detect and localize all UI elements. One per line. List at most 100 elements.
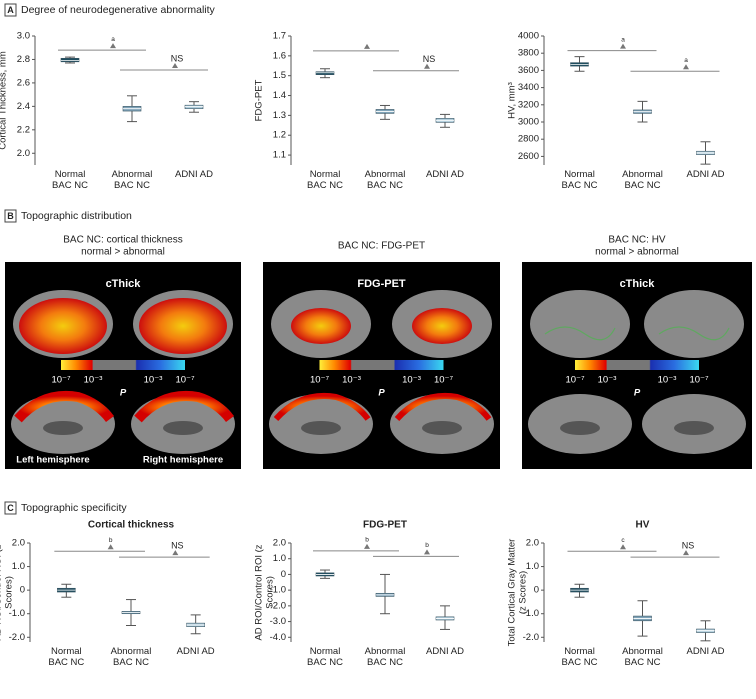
- x-tick-label-box: ADNI AD: [686, 169, 724, 180]
- y-tick-label: 0: [534, 585, 539, 596]
- box: [184, 104, 204, 110]
- y-axis-label: Cortical Thickness, mm: [0, 51, 8, 150]
- y-tick-label: 2.0: [12, 538, 25, 549]
- hemisphere-label: Right hemisphere: [143, 455, 223, 466]
- y-tick-label: -2.0: [270, 600, 286, 611]
- section-badge: [4, 209, 17, 223]
- x-tick-label-box: Abnormal BAC NC: [364, 169, 406, 191]
- map-label: cThick: [106, 278, 142, 290]
- y-tick-label: 3.0: [17, 31, 30, 42]
- section-badge: [4, 501, 17, 515]
- y-tick-label: 3000: [518, 117, 539, 128]
- y-axis-label: HV, mm³: [506, 82, 517, 119]
- significance-label: b: [109, 537, 113, 544]
- y-tick-label: -1.0: [523, 608, 539, 619]
- y-tick-label: -2.0: [523, 632, 539, 643]
- x-tick-label: Abnormal BAC NC: [622, 169, 663, 191]
- corpus-callosum: [674, 421, 714, 435]
- y-tick-label: 2.0: [526, 538, 539, 549]
- significance-marker: [683, 550, 689, 556]
- x-tick-label-box: Abnormal BAC NC: [111, 169, 153, 191]
- x-tick-label-box: Abnormal BAC NC: [622, 169, 663, 191]
- colorbar-label: 10⁻³: [402, 375, 421, 386]
- x-tick-label-box: Normal BAC NC: [562, 169, 598, 191]
- y-tick-label: 2.8: [17, 54, 30, 65]
- colorbar-label: 10⁻⁷: [689, 375, 709, 386]
- x-tick-label: Normal BAC NC: [307, 169, 343, 191]
- section-letter: A: [7, 5, 14, 15]
- box: [60, 57, 80, 63]
- x-tick-label-box: ADNI AD: [686, 646, 725, 657]
- y-tick-label: 2.6: [17, 77, 30, 88]
- significance-marker: [683, 64, 689, 70]
- section-badge: [4, 3, 17, 17]
- significance-marker: [364, 543, 370, 549]
- y-axis-label-box: Total Cortical Gray Matter (z Scores): [506, 539, 528, 647]
- significance-label: NS: [682, 541, 695, 551]
- p-label: P: [120, 388, 127, 399]
- significance-marker: [620, 544, 626, 550]
- significance-label: NS: [423, 54, 436, 64]
- significance-marker: [620, 43, 626, 49]
- y-tick-label: 2800: [518, 134, 539, 145]
- activation: [273, 393, 371, 422]
- colorbar: [319, 360, 444, 370]
- y-axis-label: FDG-PET: [253, 79, 264, 122]
- activation: [14, 391, 114, 423]
- hemisphere-label: Left hemisphere: [16, 455, 89, 466]
- y-tick-label: 1.5: [273, 70, 286, 81]
- section-letter: B: [7, 211, 14, 221]
- box: [315, 71, 335, 75]
- x-tick-label-box: ADNI AD: [175, 169, 213, 180]
- chart-title: Cortical thickness: [88, 520, 175, 531]
- activation: [412, 308, 472, 344]
- x-tick-label: Normal BAC NC: [52, 169, 88, 191]
- x-tick-label: ADNI AD: [686, 646, 725, 657]
- map-title: BAC NC: cortical thickness: [63, 235, 182, 246]
- x-tick-label: Abnormal BAC NC: [110, 646, 152, 668]
- y-tick-label: -2.0: [9, 632, 25, 643]
- chart-title: FDG-PET: [363, 520, 407, 531]
- section-title: Degree of neurodegenerative abnormality: [21, 4, 216, 16]
- significance-label: a: [684, 57, 688, 64]
- significance-label: c: [621, 537, 625, 544]
- map-title: BAC NC: FDG-PET: [338, 241, 425, 252]
- significance-marker: [172, 550, 179, 556]
- x-tick-label-box: Normal BAC NC: [52, 169, 88, 191]
- map-label: cThick: [620, 278, 656, 290]
- y-tick-label: 4000: [518, 31, 539, 42]
- section-letter: C: [7, 503, 14, 513]
- y-axis-label-box: FDG-PET: [253, 79, 264, 122]
- activation: [19, 298, 107, 354]
- section-title: Topographic distribution: [21, 210, 132, 222]
- y-tick-label: 2.4: [17, 101, 30, 112]
- colorbar-label: 10⁻³: [598, 375, 617, 386]
- map-subtitle: normal > abnormal: [81, 247, 165, 258]
- chart-title: HV: [636, 520, 650, 531]
- y-tick-label: 1.4: [273, 90, 286, 101]
- colorbar-label: 10⁻³: [342, 375, 361, 386]
- p-label: P: [378, 388, 385, 399]
- x-tick-label: Abnormal BAC NC: [111, 169, 153, 191]
- corpus-callosum: [560, 421, 600, 435]
- significance-label: NS: [171, 53, 184, 63]
- x-tick-label-box: Normal BAC NC: [48, 646, 84, 668]
- colorbar-label: 10⁻⁷: [51, 375, 71, 386]
- x-tick-label: ADNI AD: [425, 646, 464, 657]
- x-tick-label-box: Normal BAC NC: [307, 169, 343, 191]
- x-tick-label-box: ADNI AD: [177, 646, 215, 657]
- significance-label: b: [425, 542, 429, 549]
- y-tick-label: 3600: [518, 65, 539, 76]
- y-axis-label-box: Cortical Thickness, mm: [0, 51, 8, 150]
- y-tick-label: -4.0: [270, 632, 286, 643]
- y-tick-label: 2.0: [273, 538, 286, 549]
- x-tick-label: Abnormal BAC NC: [622, 646, 663, 668]
- x-tick-label: Abnormal BAC NC: [364, 169, 406, 191]
- y-tick-label: 1.0: [12, 561, 25, 572]
- activation: [134, 391, 234, 423]
- x-tick-label-box: Abnormal BAC NC: [110, 646, 152, 668]
- colorbar-label: 10⁻³: [144, 375, 163, 386]
- significance-label: a: [621, 36, 625, 43]
- y-axis-label: AD ROI/Control ROI (z Scores): [0, 544, 14, 641]
- y-tick-label: -1.0: [270, 585, 286, 596]
